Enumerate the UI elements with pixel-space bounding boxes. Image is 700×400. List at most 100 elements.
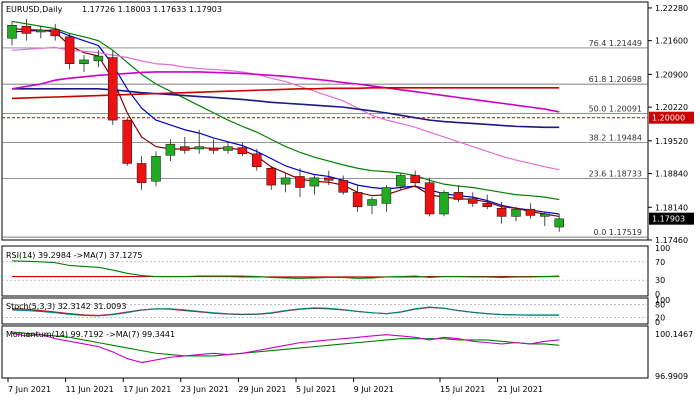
indicator-line (11, 306, 560, 317)
moving-average-line (11, 46, 560, 171)
momentum-y-tick-label: 100.1467 (655, 330, 693, 339)
stoch-y-tick-label: 100 (655, 296, 670, 305)
rsi-title: RSI(14) 39.2984 ->MA(7) 37.1275 (6, 251, 143, 260)
symbol-label: EURUSD,Daily (6, 5, 63, 14)
indicator-line (11, 260, 560, 279)
candle-body (108, 57, 118, 121)
y-tick-label: 1.19520 (655, 137, 688, 146)
candle-body (410, 175, 420, 183)
x-tick-label: 23 Jun 2021 (181, 385, 229, 394)
momentum-title: Momentum(14) 99.7192 ->MA(7) 99.3441 (6, 330, 175, 339)
candle-body (525, 208, 536, 216)
stoch-y-tick-label: 0 (655, 318, 660, 327)
candle-body (151, 155, 161, 182)
y-tick-label: 1.20900 (655, 70, 688, 79)
last-price-tag (649, 212, 694, 225)
candle-body (540, 213, 550, 217)
fib-level-label: 38.2 1.19484 (589, 134, 642, 143)
stoch-y-tick-label: 80 (655, 300, 665, 309)
candle-body (381, 187, 392, 204)
rsi-pane-frame (1, 245, 649, 297)
y-tick-label: 1.18840 (655, 170, 688, 179)
fib-level-label: 23.6 1.18733 (589, 170, 642, 179)
rsi-y-tick-label: 30 (655, 276, 665, 285)
y-tick-label: 1.20220 (655, 103, 688, 112)
last-price-tag-label: 1.17903 (652, 215, 685, 224)
candle-body (93, 55, 104, 62)
level-1-20000-tag-label: 1.20000 (652, 114, 685, 123)
moving-average-line (11, 29, 560, 215)
x-tick-label: 15 Jul 2021 (440, 385, 485, 394)
candle-body (266, 168, 276, 186)
x-tick-label: 5 Jul 2021 (296, 385, 336, 394)
candle-body (21, 25, 32, 34)
rsi-layer (2, 260, 648, 281)
fib-level-label: 61.8 1.20698 (589, 75, 642, 84)
indicator-line (11, 332, 560, 364)
y-tick-label: 1.17460 (655, 236, 688, 245)
moving-average-line (11, 87, 560, 100)
candle-body (50, 29, 60, 37)
momentum-layer (11, 331, 560, 364)
candle-body (237, 147, 248, 155)
candle-body (79, 59, 89, 65)
x-tick-label: 29 Jun 2021 (238, 385, 286, 394)
y-tick-label: 1.21600 (655, 37, 688, 46)
candle-body (324, 177, 334, 181)
candle-body (424, 182, 435, 215)
rsi-y-tick-label: 0 (655, 290, 660, 299)
rsi-y-tick-label: 100 (655, 244, 670, 253)
candle-body (482, 203, 492, 208)
candle-body (496, 207, 507, 217)
momentum-pane-frame (1, 325, 649, 379)
moving-average-line (11, 71, 560, 113)
fib-level-label: 76.4 1.21449 (589, 39, 642, 48)
candle-body (338, 180, 348, 193)
x-tick-label: 17 Jun 2021 (123, 385, 171, 394)
fib-level-label: 0.0 1.17519 (594, 228, 642, 237)
candle-body (396, 175, 406, 187)
candle-body (136, 163, 147, 183)
moving-average-line (12, 88, 560, 129)
y-tick-label: 1.22280 (655, 4, 688, 13)
candle-body (122, 119, 132, 164)
x-tick-label: 9 Jul 2021 (354, 385, 394, 394)
candle-body (223, 146, 233, 151)
stoch-title: Stoch(5,3,3) 32.3142 31.0093 (6, 302, 126, 311)
x-tick-label: 11 Jun 2021 (66, 385, 114, 394)
candle-body (295, 176, 305, 188)
candle-body (367, 199, 377, 206)
candle-body (468, 198, 478, 204)
stoch-y-tick-label: 20 (655, 314, 665, 323)
candle-body (453, 192, 464, 200)
y-tick-label: 1.18140 (655, 203, 688, 212)
fib-level-label: 50.0 1.20091 (589, 104, 642, 113)
candle-body (554, 218, 564, 228)
axis-layer: 1.22280 1.21600 1.20900 1.20220 1.19520 1.188… (7, 4, 694, 394)
candle-body (36, 29, 46, 33)
candle-body (180, 146, 190, 151)
candle-body (208, 147, 219, 151)
candle-body (252, 153, 262, 168)
stoch-pane-frame (1, 297, 649, 325)
moving-average-line (11, 20, 560, 201)
stoch-layer (2, 304, 648, 318)
candle-body (439, 192, 449, 215)
price-pane-frame (1, 1, 649, 241)
ohlc-label: 1.17726 1.18003 1.17633 1.17903 (82, 5, 222, 14)
candle-body (309, 177, 320, 187)
candle-body (165, 143, 176, 156)
momentum-y-tick-label: 96.9909 (655, 372, 688, 381)
level-1-20000-tag (649, 111, 694, 124)
candle-body (511, 208, 521, 217)
candle-body (352, 192, 363, 208)
candle-body (280, 177, 291, 185)
price-layer: 76.4 1.21449 61.8 1.20698 50.0 1.20091 38.2… (2, 19, 648, 238)
x-tick-label: 21 Jul 2021 (498, 385, 543, 394)
candle-body (64, 36, 75, 65)
x-tick-label: 7 Jun 2021 (8, 385, 51, 394)
candle-body (7, 25, 17, 39)
rsi-y-tick-label: 70 (655, 258, 665, 267)
candle-body (194, 146, 204, 150)
